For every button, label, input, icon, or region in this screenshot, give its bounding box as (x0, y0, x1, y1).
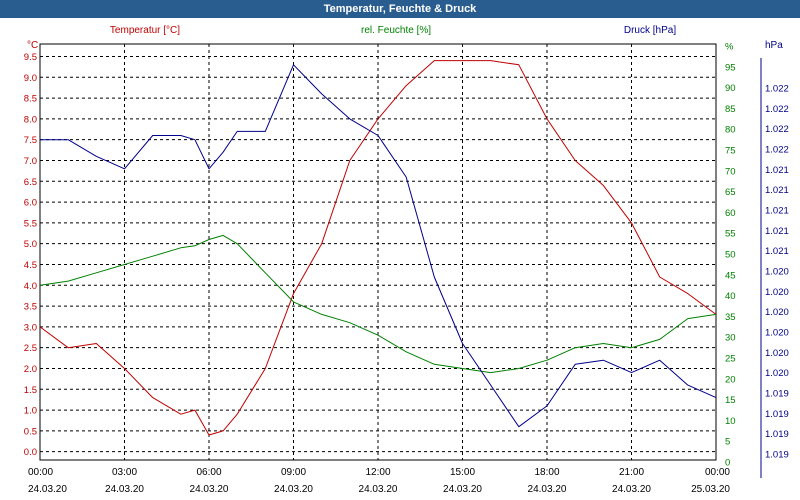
humidity-tick-label: 95 (725, 62, 736, 73)
pressure-tick-label: 1.020 (765, 328, 789, 339)
humidity-tick-label: 0 (725, 458, 730, 469)
humidity-tick-label: 35 (725, 312, 736, 323)
series-lines (39, 60, 717, 436)
temperature-tick-label: 3.0 (24, 322, 37, 333)
x-tick-time-label: 21:00 (619, 467, 644, 478)
x-tick-time-label: 00:00 (705, 467, 730, 478)
temperature-tick-label: 6.5 (24, 177, 37, 188)
pressure-tick-label: 1.022 (765, 145, 789, 156)
humidity-tick-label: 70 (725, 166, 736, 177)
temperature-tick-label: 1.0 (24, 406, 37, 417)
temperature-unit-label: °C (27, 40, 38, 51)
x-tick-date-label: 24.03.20 (190, 484, 229, 495)
humidity-tick-label: 50 (725, 250, 736, 261)
x-tick-date-label: 24.03.20 (528, 484, 567, 495)
humidity-tick-label: 30 (725, 333, 736, 344)
humidity-tick-label: 45 (725, 270, 736, 281)
x-tick-date-label: 24.03.20 (105, 484, 144, 495)
pressure-tick-label: 1.020 (765, 368, 789, 379)
temperature-tick-label: 1.5 (24, 385, 37, 396)
temperature-tick-label: 0.5 (24, 426, 37, 437)
chart-area: 00:00 24.03.20 03:00 24.03.20 06:00 24.03.20 0… (24, 25, 789, 496)
pressure-tick-label: 1.019 (765, 429, 789, 440)
x-tick-time-label: 03:00 (112, 467, 137, 478)
pressure-tick-label: 1.021 (765, 165, 789, 176)
humidity-tick-label: 10 (725, 416, 736, 427)
x-tick-time-label: 00:00 (28, 467, 53, 478)
pressure-tick-label: 1.021 (765, 226, 789, 237)
humidity-series-label: rel. Feuchte [%] (361, 25, 431, 36)
temperature-tick-label: 7.5 (24, 135, 37, 146)
pressure-tick-label: 1.021 (765, 185, 789, 196)
humidity-tick-label: % (725, 42, 734, 53)
pressure-tick-label: 1.019 (765, 450, 789, 461)
pressure-unit-label: hPa (765, 40, 783, 51)
x-tick-date-label: 24.03.20 (359, 484, 398, 495)
humidity-tick-label: 85 (725, 104, 736, 115)
x-tick-time-label: 18:00 (534, 467, 559, 478)
temperature-tick-label: 9.0 (24, 73, 37, 84)
pressure-tick-label: 1.020 (765, 287, 789, 298)
temperature-tick-label: 2.0 (24, 364, 37, 375)
temperature-tick-label: 4.5 (24, 260, 37, 271)
humidity-tick-label: 5 (725, 437, 730, 448)
temperature-tick-label: 7.0 (24, 156, 37, 167)
pressure-tick-label: 1.022 (765, 104, 789, 115)
temperature-tick-label: 8.5 (24, 94, 37, 105)
temperature-tick-label: 4.0 (24, 281, 37, 292)
x-tick-date-label: 24.03.20 (612, 484, 651, 495)
pressure-line (40, 64, 717, 428)
pressure-series-label: Druck [hPa] (624, 25, 676, 36)
pressure-tick-label: 1.019 (765, 389, 789, 400)
humidity-line (39, 234, 717, 374)
x-tick-time-label: 15:00 (450, 467, 475, 478)
pressure-tick-label: 1.021 (765, 206, 789, 217)
humidity-tick-label: 90 (725, 83, 736, 94)
pressure-tick-label: 1.021 (765, 246, 789, 257)
temperature-tick-label: 0.0 (24, 447, 37, 458)
temperature-tick-label: 2.5 (24, 343, 37, 354)
pressure-tick-label: 1.019 (765, 409, 789, 420)
x-tick-time-label: 12:00 (365, 467, 390, 478)
temperature-tick-label: 8.0 (24, 114, 37, 125)
humidity-tick-label: 20 (725, 374, 736, 385)
pressure-tick-label: 1.022 (765, 124, 789, 135)
plot-frame (39, 43, 717, 461)
humidity-tick-label: 55 (725, 229, 736, 240)
x-tick-time-label: 06:00 (196, 467, 221, 478)
temperature-tick-label: 6.0 (24, 198, 37, 209)
x-tick-date-label: 24.03.20 (28, 484, 67, 495)
x-tick-time-label: 09:00 (281, 467, 306, 478)
window-title: Temperatur, Feuchte & Druck (0, 0, 800, 18)
pressure-tick-label: 1.020 (765, 348, 789, 359)
temperature-tick-label: 5.5 (24, 218, 37, 229)
x-tick-date-label: 25.03.20 (691, 484, 730, 495)
humidity-tick-label: 60 (725, 208, 736, 219)
temperature-line (39, 60, 717, 436)
humidity-tick-label: 25 (725, 354, 736, 365)
series-labels: Temperatur [°C] rel. Feuchte [%] Druck [… (27, 25, 783, 51)
humidity-tick-label: 40 (725, 291, 736, 302)
pressure-tick-label: 1.022 (765, 84, 789, 95)
humidity-tick-label: 65 (725, 187, 736, 198)
temperature-series-label: Temperatur [°C] (110, 25, 180, 36)
temperature-tick-label: 9.5 (24, 52, 37, 63)
temperature-tick-label: 5.0 (24, 239, 37, 250)
humidity-tick-label: 75 (725, 146, 736, 157)
x-tick-date-label: 24.03.20 (443, 484, 482, 495)
humidity-tick-label: 80 (725, 125, 736, 136)
temperature-tick-label: 3.5 (24, 302, 37, 313)
pressure-tick-label: 1.020 (765, 267, 789, 278)
humidity-tick-label: 15 (725, 395, 736, 406)
pressure-tick-label: 1.020 (765, 307, 789, 318)
axis-tick-labels: 00:00 24.03.20 03:00 24.03.20 06:00 24.03.20 0… (24, 42, 789, 496)
x-tick-date-label: 24.03.20 (274, 484, 313, 495)
